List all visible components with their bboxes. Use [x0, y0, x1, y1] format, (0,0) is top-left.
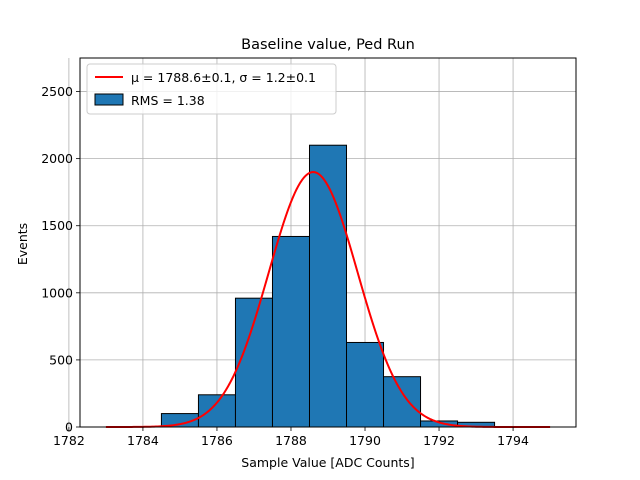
y-tick-label: 0 — [65, 420, 73, 435]
x-axis-label: Sample Value [ADC Counts] — [241, 455, 414, 470]
plot-frame — [79, 57, 577, 428]
y-tick-label: 2000 — [41, 151, 73, 166]
x-tick-label: 1782 — [53, 433, 85, 448]
y-axis-ticks: 0 500 1000 1500 2000 2500 — [41, 84, 80, 435]
y-tick-label: 2500 — [41, 84, 73, 99]
x-tick-label: 1786 — [201, 433, 233, 448]
histogram-bar — [234, 297, 273, 428]
y-axis-label: Events — [15, 223, 30, 265]
histogram-bar — [308, 144, 348, 428]
x-tick-label: 1790 — [349, 433, 381, 448]
chart-title: Baseline value, Ped Run — [241, 37, 415, 53]
histogram-bars — [160, 144, 496, 428]
legend-box — [86, 63, 337, 115]
y-tick-label: 1500 — [41, 218, 73, 233]
histogram-bar — [271, 235, 310, 428]
legend-histogram-label: RMS = 1.38 — [131, 93, 205, 108]
x-tick-label: 1794 — [497, 433, 529, 448]
histogram-bar — [383, 376, 422, 428]
legend: μ = 1788.6±0.1, σ = 1.2±0.1 RMS = 1.38 — [86, 63, 337, 115]
y-tick-label: 500 — [49, 352, 73, 367]
y-tick-label: 1000 — [41, 285, 73, 300]
x-tick-label: 1784 — [127, 433, 159, 448]
histogram-bar — [197, 394, 236, 428]
legend-histogram-swatch — [94, 93, 124, 106]
legend-fit-label: μ = 1788.6±0.1, σ = 1.2±0.1 — [131, 70, 316, 85]
x-axis-ticks: 1782 1784 1786 1788 1790 1792 1794 — [53, 427, 529, 448]
x-tick-label: 1788 — [275, 433, 307, 448]
x-tick-label: 1792 — [423, 433, 455, 448]
histogram-bar — [346, 341, 385, 428]
